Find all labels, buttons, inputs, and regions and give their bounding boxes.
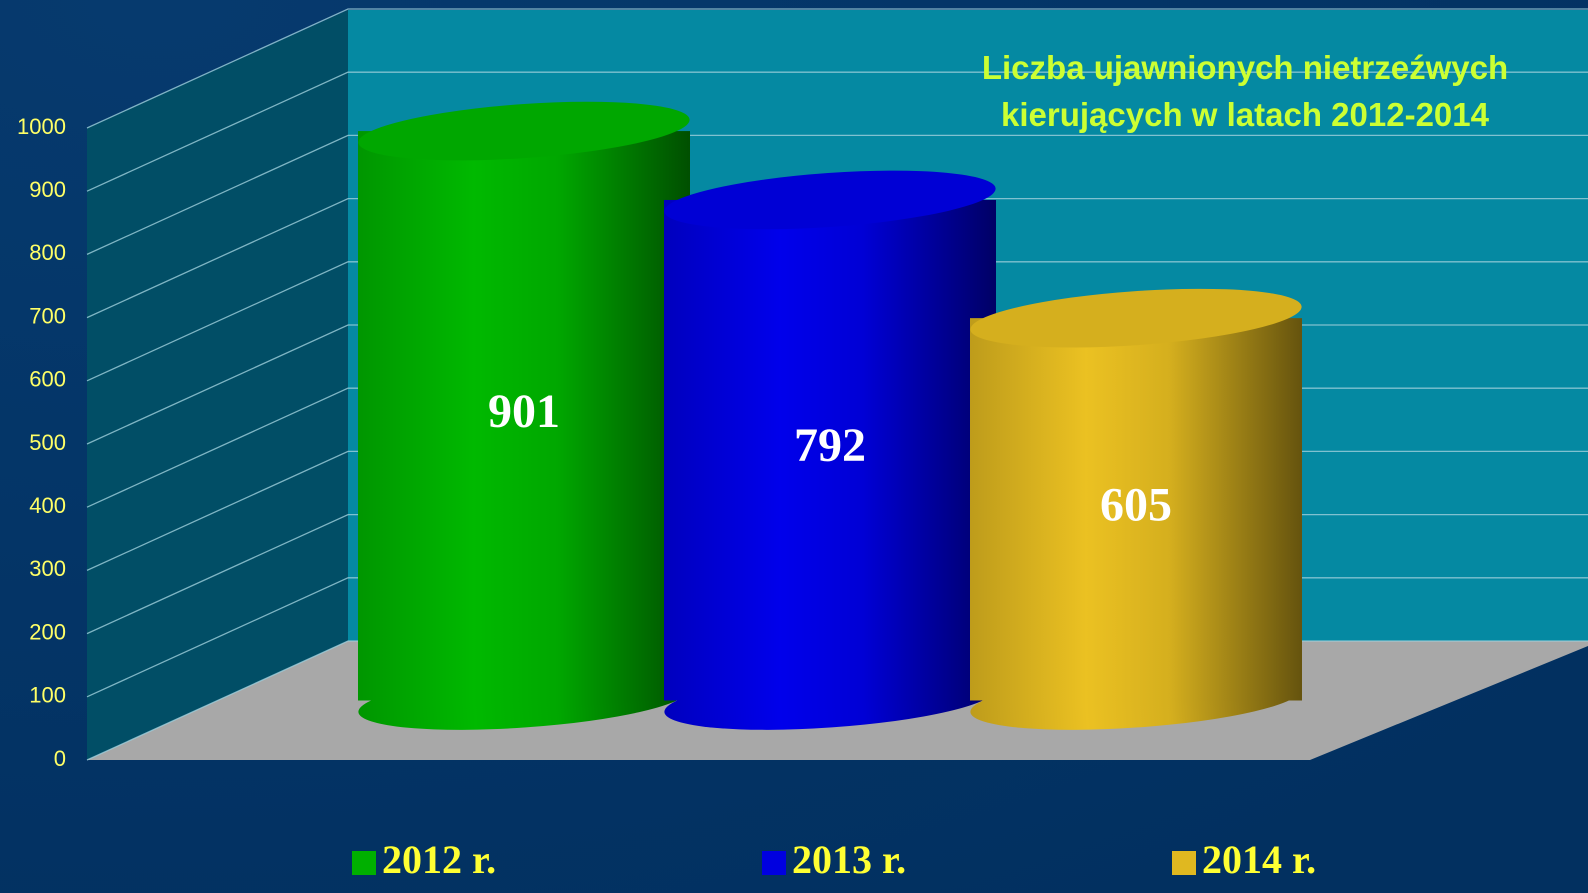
data-label: 792 [794,419,866,472]
grid-line [86,197,1588,319]
y-tick-label: 400 [29,493,66,518]
grid: 0 100 200 300 400 500 600 700 800 900 1000 [17,8,1588,771]
y-tick-label: 700 [29,303,66,328]
y-tick-label: 0 [54,746,66,771]
legend: 2012 r. 2013 r. 2014 r. [352,837,1316,882]
legend-label: 2013 r. [792,837,906,882]
legend-swatch [352,851,376,875]
y-tick-label: 100 [29,683,66,708]
legend-swatch [762,851,786,875]
cylinder-top [358,101,690,161]
chart-title: Liczba ujawnionych nietrzeźwych kierując… [981,49,1509,133]
cylinder-top [970,288,1302,348]
bar [970,318,1302,701]
y-tick-label: 900 [29,177,66,202]
cylinder-top [664,170,996,230]
y-tick-label: 800 [29,240,66,265]
data-label: 605 [1100,478,1172,531]
legend-label: 2012 r. [382,837,496,882]
bar [664,199,996,701]
grid-line [86,8,1588,129]
data-label: 901 [488,385,560,438]
grid-line [86,261,1588,382]
legend-swatch [1172,851,1196,875]
y-tick-label: 300 [29,556,66,581]
bars: 901 792 605 [358,101,1302,730]
grid-line [86,71,1588,192]
y-tick-label: 1000 [17,114,66,139]
y-tick-label: 600 [29,367,66,392]
bar [358,131,690,701]
legend-label: 2014 r. [1202,837,1316,882]
y-tick-label: 200 [29,619,66,644]
y-tick-label: 500 [29,430,66,455]
grid-line [86,134,1588,255]
